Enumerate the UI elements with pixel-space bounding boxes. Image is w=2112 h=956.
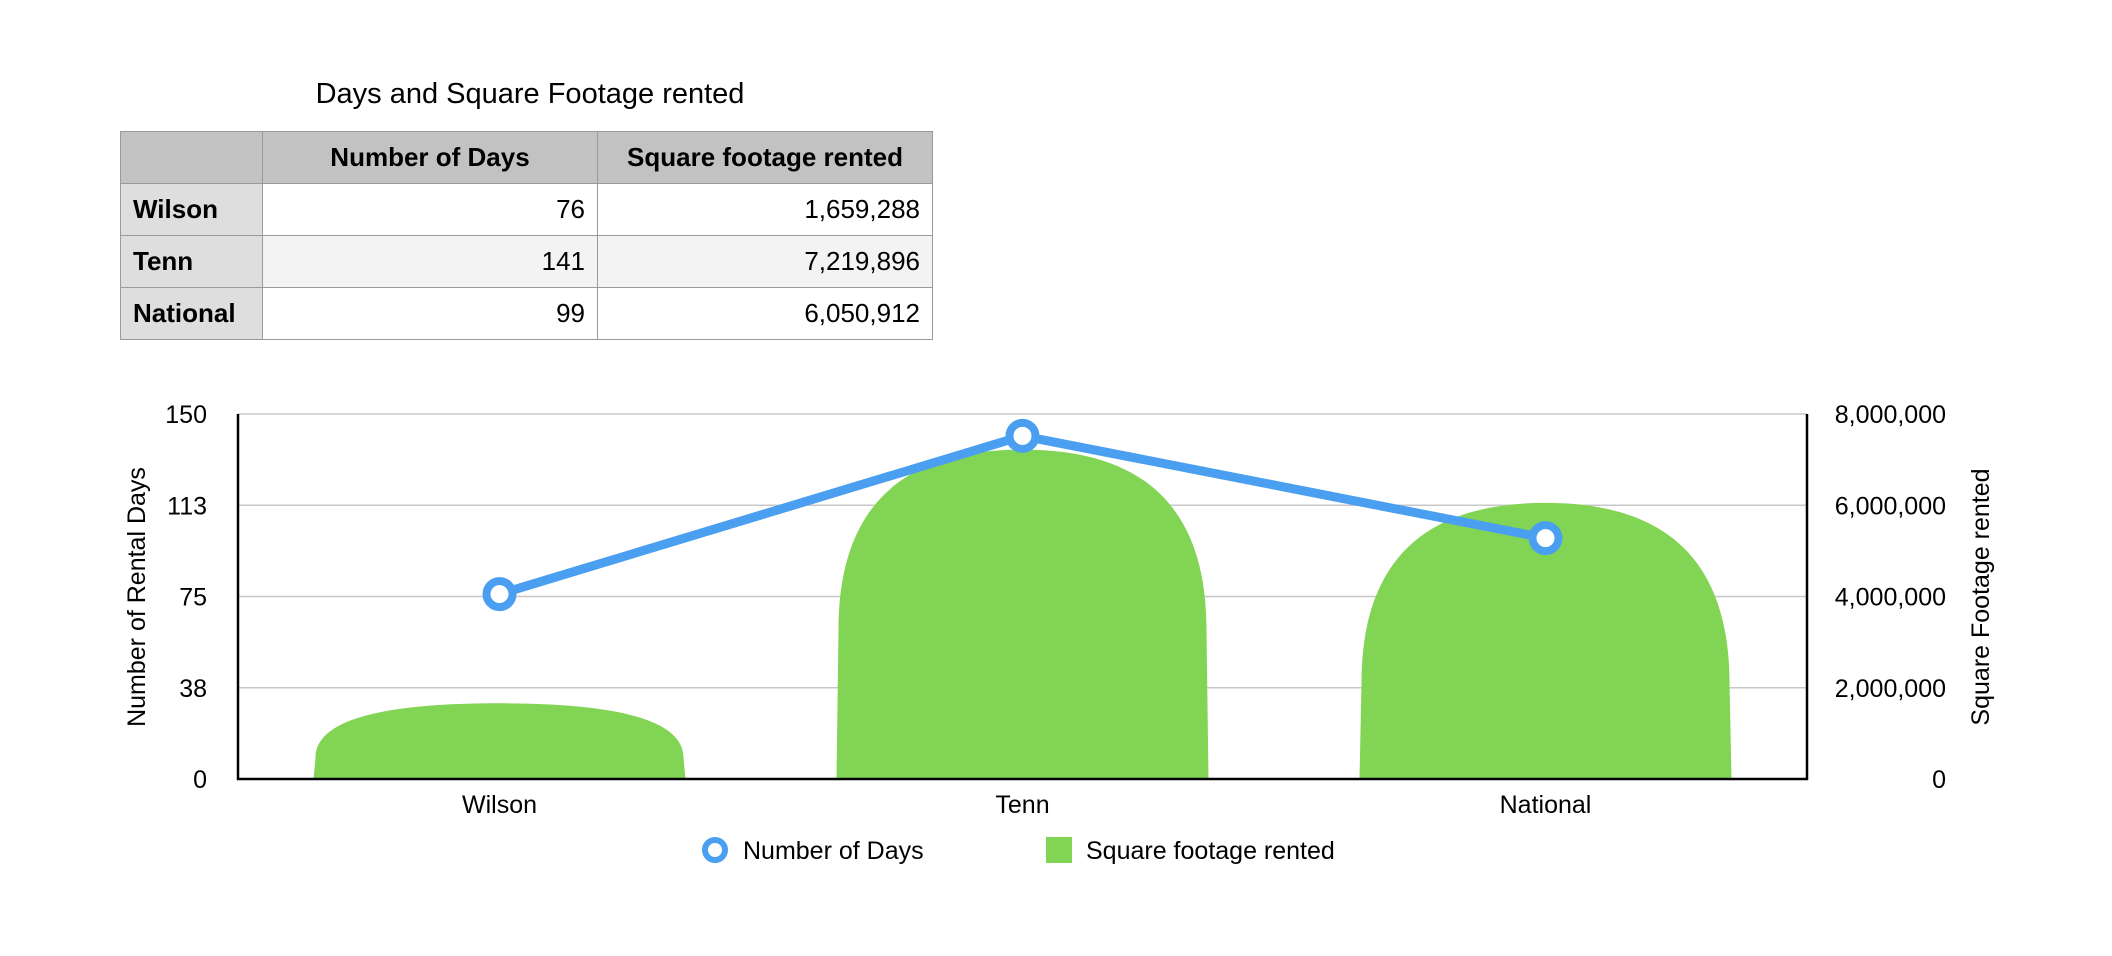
right-tick-label: 8,000,000 bbox=[1835, 401, 1946, 429]
left-tick-label: 75 bbox=[179, 584, 207, 612]
legend-bar-swatch bbox=[1046, 837, 1072, 863]
bar-national bbox=[1359, 502, 1732, 779]
sqft-cell: 6,050,912 bbox=[597, 287, 933, 340]
right-axis-title: Square Footage rented bbox=[1967, 468, 1995, 725]
legend: Number of Days Square footage rented bbox=[702, 837, 1335, 865]
table-row: Wilson 76 1,659,288 bbox=[120, 183, 933, 236]
legend-label-sqft: Square footage rented bbox=[1086, 837, 1335, 865]
data-table: Number of Days Square footage rented Wil… bbox=[120, 131, 933, 340]
category-labels: Wilson Tenn National bbox=[462, 791, 1591, 819]
left-tick-label: 113 bbox=[167, 492, 207, 520]
days-point-national bbox=[1528, 521, 1563, 556]
left-tick-label: 0 bbox=[193, 766, 207, 794]
right-tick-label: 4,000,000 bbox=[1835, 584, 1946, 612]
row-label: Wilson bbox=[120, 183, 263, 236]
row-label: National bbox=[120, 287, 263, 340]
bar-tenn bbox=[836, 449, 1209, 779]
table-title: Days and Square Footage rented bbox=[315, 78, 745, 110]
right-tick-label: 6,000,000 bbox=[1835, 492, 1946, 520]
days-point-wilson bbox=[482, 577, 517, 612]
category-label: Wilson bbox=[462, 791, 537, 819]
table-header-row: Number of Days Square footage rented bbox=[120, 131, 933, 184]
line-series bbox=[482, 418, 1563, 612]
tick-labels: 0 38 75 113 150 0 2,000,000 4,000,000 6,000,000 8… bbox=[165, 401, 1946, 794]
table-corner-cell bbox=[120, 131, 263, 184]
left-tick-label: 150 bbox=[165, 401, 207, 429]
header-number-of-days: Number of Days bbox=[262, 131, 598, 184]
right-tick-label: 0 bbox=[1932, 766, 1946, 794]
bar-series bbox=[313, 449, 1732, 779]
days-point-tenn bbox=[1005, 418, 1040, 453]
left-tick-label: 38 bbox=[179, 675, 207, 703]
left-axis-title: Number of Rental Days bbox=[123, 467, 151, 727]
category-label: Tenn bbox=[995, 791, 1049, 819]
days-cell: 76 bbox=[262, 183, 598, 236]
legend-line-marker bbox=[702, 837, 728, 863]
right-tick-label: 2,000,000 bbox=[1835, 675, 1946, 703]
table-row: National 99 6,050,912 bbox=[120, 287, 933, 340]
sqft-cell: 7,219,896 bbox=[597, 235, 933, 288]
axes bbox=[236, 414, 1809, 781]
bar-wilson bbox=[313, 703, 686, 779]
legend-label-days: Number of Days bbox=[743, 837, 924, 865]
days-cell: 99 bbox=[262, 287, 598, 340]
category-label: National bbox=[1500, 791, 1592, 819]
days-cell: 141 bbox=[262, 235, 598, 288]
row-label: Tenn bbox=[120, 235, 263, 288]
sqft-cell: 1,659,288 bbox=[597, 183, 933, 236]
table-row: Tenn 141 7,219,896 bbox=[120, 235, 933, 288]
